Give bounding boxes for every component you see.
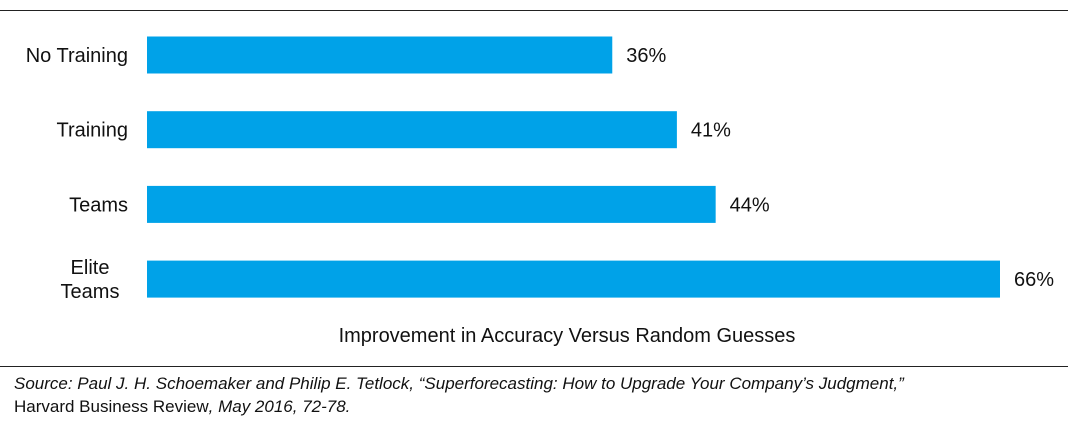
source-journal: Harvard Business Review bbox=[14, 397, 209, 416]
bar bbox=[147, 260, 1000, 298]
bar-chart: No Training 36% Training 41% Teams 44% Elite Te… bbox=[26, 36, 1054, 347]
category-label: No Training bbox=[26, 45, 128, 67]
source-citation: Source: Paul J. H. Schoemaker and Philip… bbox=[14, 374, 904, 393]
category-label: Training bbox=[56, 120, 128, 142]
value-label: 36% bbox=[626, 45, 666, 67]
value-label: 41% bbox=[691, 120, 731, 142]
value-label: 44% bbox=[730, 194, 770, 216]
bottom-rule bbox=[0, 366, 1068, 367]
source-note: Source: Paul J. H. Schoemaker and Philip… bbox=[14, 372, 1074, 418]
category-label: Elite Teams bbox=[61, 257, 120, 303]
bar bbox=[147, 111, 677, 149]
x-axis-label: Improvement in Accuracy Versus Random Gu… bbox=[339, 325, 796, 347]
top-rule bbox=[0, 10, 1068, 11]
bar bbox=[147, 36, 613, 74]
bar bbox=[147, 185, 716, 223]
source-date-pages: , May 2016, 72-78. bbox=[208, 397, 351, 416]
bars-layer: No Training 36% Training 41% Teams 44% Elite Te… bbox=[26, 36, 1054, 303]
category-label: Teams bbox=[69, 194, 128, 216]
value-label: 66% bbox=[1014, 269, 1054, 291]
